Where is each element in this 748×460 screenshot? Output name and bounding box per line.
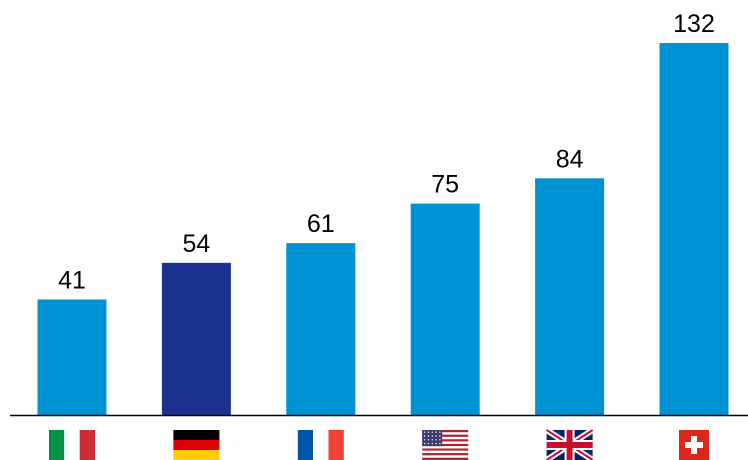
bar-italy (37, 299, 107, 415)
bar-france (286, 243, 356, 415)
value-label-france: 61 (307, 210, 335, 238)
bar-united-states (410, 203, 480, 415)
category-flags-group (49, 427, 709, 460)
uk-flag-icon (544, 427, 595, 460)
value-label-switzerland: 132 (673, 10, 715, 38)
value-label-united-kingdom: 84 (556, 145, 584, 173)
france-flag-icon (297, 430, 344, 460)
value-label-germany: 54 (182, 230, 210, 258)
switzerland-flag-icon (679, 430, 709, 460)
bar-germany (161, 262, 231, 415)
bar-switzerland (659, 43, 729, 415)
usa-flag-icon (422, 430, 469, 460)
value-labels-group: 41 54 61 75 84 132 (58, 10, 715, 295)
bar-united-kingdom (535, 178, 605, 415)
italy-flag-icon (49, 430, 95, 460)
bars-group (37, 43, 729, 415)
value-label-united-states: 75 (431, 171, 459, 199)
germany-flag-icon (173, 430, 220, 460)
value-label-italy: 41 (58, 267, 86, 295)
